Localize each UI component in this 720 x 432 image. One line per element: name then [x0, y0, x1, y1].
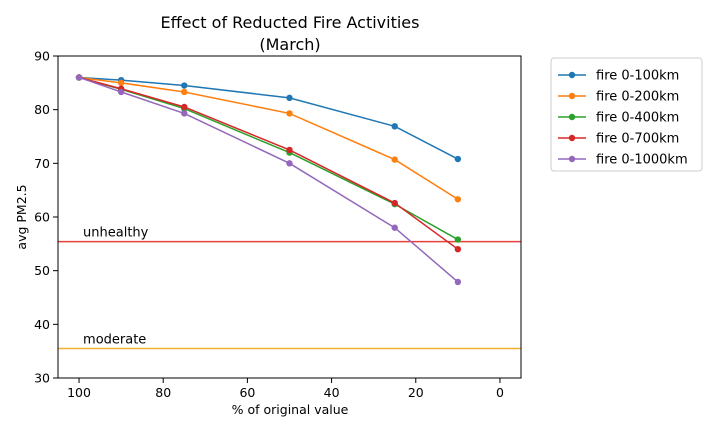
- reference-label-unhealthy: unhealthy: [83, 226, 149, 241]
- reference-lines: unhealthy moderate: [58, 226, 521, 350]
- data-point: [286, 110, 293, 117]
- series-3: [75, 74, 462, 243]
- legend-item: fire 0-400km: [558, 111, 679, 126]
- legend-label: fire 0-1000km: [596, 153, 688, 168]
- data-point: [181, 110, 188, 117]
- legend-label: fire 0-400km: [596, 111, 679, 126]
- x-tick-label: 60: [239, 385, 255, 400]
- legend: fire 0-100km fire 0-200km fire 0-400km fire…: [550, 57, 703, 172]
- legend-item: fire 0-1000km: [558, 153, 688, 168]
- legend-box: [550, 57, 703, 172]
- legend-item: fire 0-700km: [558, 132, 679, 147]
- series-line: [78, 76, 459, 160]
- y-tick-label: 80: [34, 102, 50, 117]
- data-point: [181, 103, 188, 111]
- series-line: [78, 76, 459, 250]
- plot-frame: [57, 55, 522, 379]
- legend-marker: [568, 113, 576, 121]
- y-axis: 30 40 50 60 70 80 90: [34, 49, 58, 386]
- data-point: [286, 146, 293, 154]
- data-point: [391, 224, 398, 231]
- x-tick-label: 100: [67, 385, 91, 400]
- series-1: [75, 74, 462, 163]
- y-tick-label: 50: [34, 263, 50, 278]
- data-point: [391, 199, 398, 207]
- legend-marker: [568, 155, 576, 163]
- y-tick-label: 30: [34, 371, 50, 386]
- legend-label: fire 0-200km: [596, 90, 679, 105]
- series-line: [78, 76, 459, 200]
- data-point: [454, 196, 462, 203]
- legend-marker: [568, 134, 576, 142]
- chart-subtitle: (March): [259, 35, 320, 54]
- series-layer: [75, 74, 462, 286]
- data-point: [391, 156, 398, 163]
- y-tick-label: 70: [34, 156, 50, 171]
- chart-title: Effect of Reducted Fire Activities: [161, 13, 420, 32]
- data-point: [454, 155, 462, 163]
- x-axis: 100 80 60 40 20 0: [67, 378, 504, 400]
- x-tick-label: 20: [408, 385, 424, 400]
- y-axis-label: avg PM2.5: [14, 184, 29, 249]
- data-point: [286, 94, 293, 102]
- data-point: [117, 79, 125, 87]
- legend-item: fire 0-200km: [558, 90, 679, 105]
- y-tick-label: 90: [34, 49, 50, 64]
- x-tick-label: 0: [496, 385, 504, 400]
- legend-label: fire 0-100km: [596, 69, 679, 84]
- data-point: [286, 160, 293, 167]
- legend-marker: [568, 71, 576, 79]
- x-tick-label: 80: [155, 385, 171, 400]
- x-axis-label: % of original value: [232, 402, 349, 417]
- data-point: [391, 123, 398, 130]
- legend-item: fire 0-100km: [558, 69, 679, 84]
- x-tick-label: 40: [324, 385, 340, 400]
- data-point: [454, 246, 462, 253]
- data-point: [181, 82, 188, 89]
- legend-marker: [568, 92, 576, 100]
- data-point: [117, 88, 125, 96]
- series-line: [78, 76, 459, 283]
- data-point: [181, 88, 188, 96]
- series-line: [78, 76, 459, 241]
- data-point: [454, 278, 462, 286]
- legend-label: fire 0-700km: [596, 132, 679, 147]
- series-5: [75, 74, 462, 286]
- y-tick-label: 60: [34, 210, 50, 225]
- reference-label-moderate: moderate: [83, 332, 146, 347]
- y-tick-label: 40: [34, 317, 50, 332]
- data-point: [75, 74, 83, 81]
- data-point: [454, 236, 462, 243]
